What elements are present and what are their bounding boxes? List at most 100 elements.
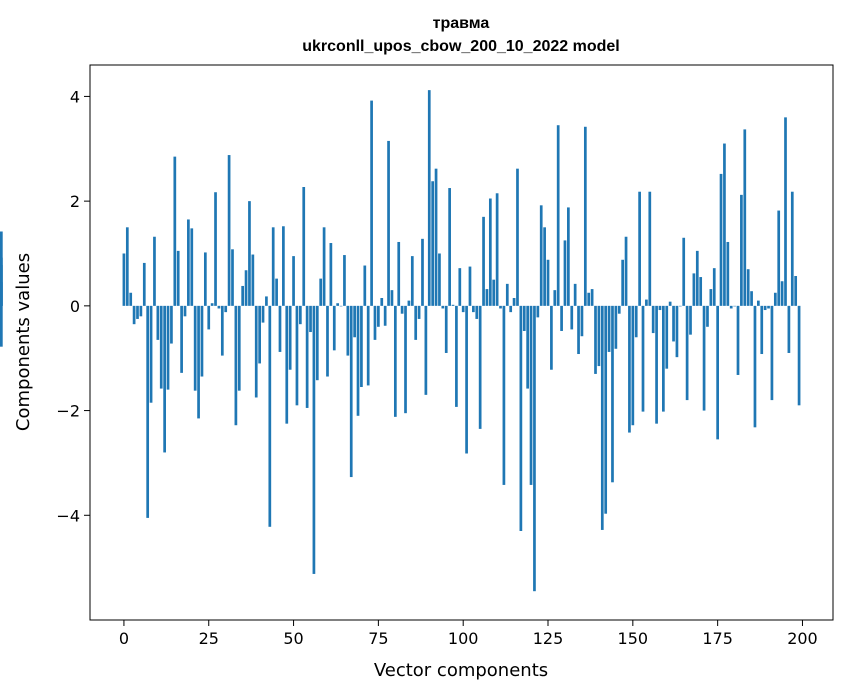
bar bbox=[298, 305, 302, 325]
bar bbox=[621, 259, 625, 306]
bar bbox=[349, 305, 353, 478]
bar bbox=[597, 305, 601, 367]
bar bbox=[716, 305, 719, 440]
bar bbox=[438, 253, 441, 306]
bar bbox=[156, 305, 160, 340]
bar bbox=[444, 305, 448, 353]
bar bbox=[587, 292, 591, 306]
bar bbox=[516, 168, 519, 306]
bar bbox=[499, 305, 502, 309]
bar bbox=[475, 305, 479, 319]
bar bbox=[763, 305, 767, 311]
bar bbox=[468, 266, 472, 306]
bar bbox=[170, 305, 173, 344]
x-tick-label: 150 bbox=[618, 629, 649, 648]
bar bbox=[573, 283, 577, 306]
bar bbox=[356, 305, 360, 416]
bar bbox=[780, 281, 784, 306]
bar bbox=[380, 298, 384, 306]
bar bbox=[760, 305, 764, 355]
bar bbox=[743, 129, 747, 306]
bar bbox=[536, 305, 540, 318]
x-axis-ticks: 0 25 50 75 100 125 150 175 200 bbox=[119, 620, 818, 648]
bar bbox=[197, 305, 200, 419]
bar bbox=[678, 305, 682, 307]
bar bbox=[465, 305, 468, 454]
x-tick-label: 0 bbox=[119, 629, 129, 648]
bar bbox=[366, 305, 370, 386]
bar bbox=[685, 305, 689, 401]
bar bbox=[675, 305, 679, 358]
bar bbox=[767, 305, 770, 309]
bar bbox=[461, 305, 465, 313]
bar bbox=[210, 303, 214, 306]
bar bbox=[231, 249, 234, 306]
bar bbox=[343, 255, 346, 306]
x-axis-label: Vector components bbox=[374, 660, 548, 681]
bar bbox=[214, 192, 217, 306]
bar bbox=[142, 262, 146, 306]
bar bbox=[387, 140, 390, 306]
bar bbox=[326, 305, 329, 377]
plot-frame bbox=[89, 64, 834, 621]
bar bbox=[319, 278, 323, 306]
bar bbox=[285, 305, 289, 424]
bar bbox=[414, 305, 418, 340]
bar bbox=[797, 305, 801, 406]
bar bbox=[729, 305, 733, 309]
bar bbox=[478, 305, 482, 429]
bar bbox=[200, 305, 204, 377]
bar bbox=[224, 305, 228, 313]
bar bbox=[526, 305, 530, 389]
bar bbox=[740, 194, 743, 306]
bar bbox=[312, 305, 316, 574]
bar bbox=[166, 305, 170, 390]
bar bbox=[706, 305, 709, 327]
bar bbox=[702, 305, 706, 411]
bar bbox=[187, 219, 190, 306]
y-axis-label: Components values bbox=[13, 253, 34, 431]
bar bbox=[173, 156, 177, 306]
bar bbox=[305, 305, 309, 408]
bar bbox=[431, 181, 435, 306]
bar bbox=[254, 305, 258, 398]
bar bbox=[539, 205, 543, 306]
bar bbox=[570, 305, 574, 330]
bar bbox=[787, 305, 791, 353]
bar bbox=[227, 155, 231, 306]
bar bbox=[624, 236, 628, 306]
bar bbox=[648, 191, 652, 306]
bar bbox=[203, 252, 207, 306]
bar bbox=[512, 298, 516, 306]
bar bbox=[736, 305, 740, 375]
bar bbox=[611, 305, 614, 483]
bar bbox=[784, 117, 787, 306]
bar bbox=[244, 270, 248, 306]
x-tick-label: 200 bbox=[787, 629, 818, 648]
bar bbox=[397, 241, 401, 306]
bar bbox=[441, 305, 445, 309]
bar bbox=[614, 305, 618, 349]
bar bbox=[719, 173, 723, 306]
bar bbox=[180, 305, 183, 373]
bar bbox=[193, 305, 197, 391]
bar bbox=[790, 191, 794, 306]
bar bbox=[577, 305, 580, 355]
bar bbox=[400, 305, 404, 314]
bar bbox=[492, 279, 496, 306]
bar bbox=[794, 276, 798, 306]
bar bbox=[668, 301, 672, 306]
bar bbox=[332, 305, 336, 351]
bar bbox=[712, 268, 716, 306]
bar bbox=[472, 305, 475, 313]
y-tick-label: −2 bbox=[56, 402, 80, 421]
bar bbox=[560, 305, 563, 331]
bar bbox=[604, 305, 608, 514]
bar bbox=[485, 289, 489, 306]
bar bbox=[567, 207, 570, 306]
bar bbox=[746, 269, 750, 306]
bar bbox=[594, 305, 597, 374]
bar bbox=[600, 305, 604, 530]
bar bbox=[159, 305, 163, 389]
